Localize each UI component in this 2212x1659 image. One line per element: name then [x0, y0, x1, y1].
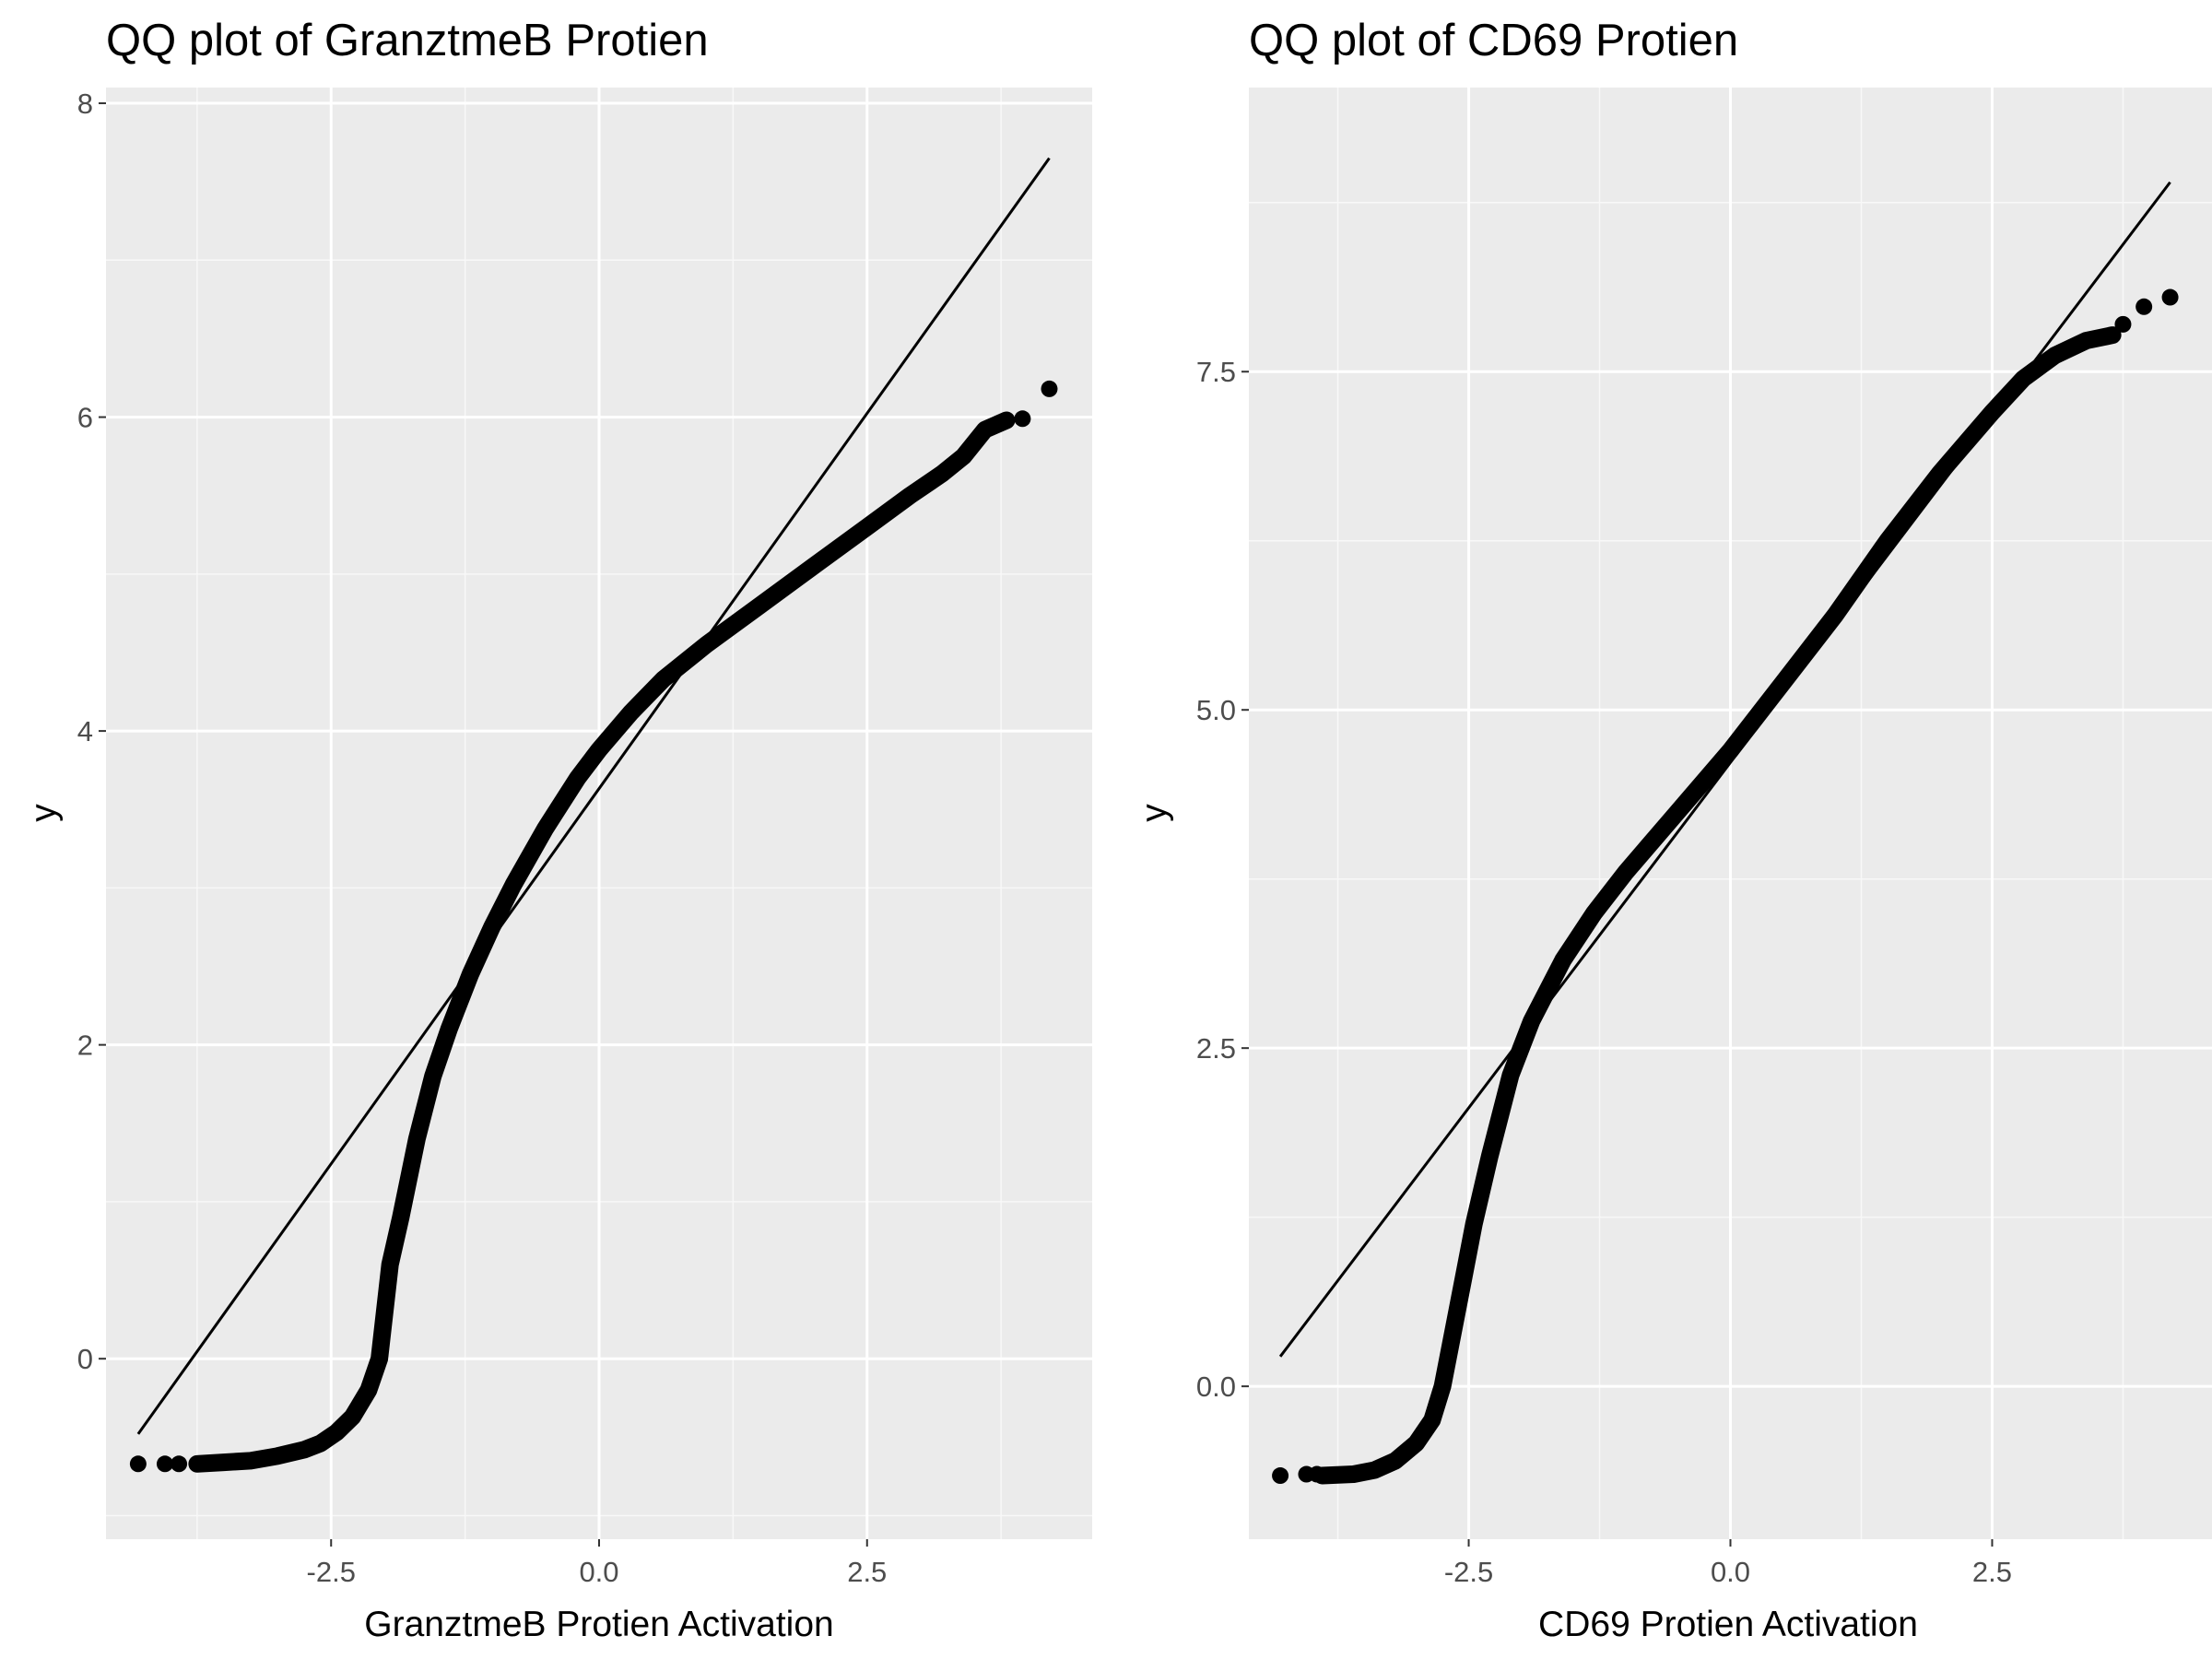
y-tick-label: 2.5	[1196, 1032, 1236, 1065]
qq-point	[2161, 288, 2179, 306]
axes	[1241, 371, 1994, 1547]
qq-point	[1308, 1465, 1325, 1483]
y-tick-label: 7.5	[1196, 356, 1236, 388]
reference-lines	[136, 157, 1051, 1435]
qq-point	[1272, 1467, 1289, 1485]
qq-point	[156, 1455, 173, 1473]
y-tick-label: 2	[77, 1030, 93, 1062]
qq-points	[1272, 288, 2179, 1485]
x-axis-label: CD69 Protien Activation	[1538, 1605, 1918, 1644]
x-axis-label: GranztmeB Protien Activation	[364, 1605, 833, 1644]
qq-point	[1041, 380, 1058, 397]
qq-point	[2114, 315, 2132, 333]
qq-point	[171, 1455, 188, 1473]
qq-point	[129, 1455, 147, 1473]
grid-lines	[1249, 88, 2212, 1539]
x-tick-label: 0.0	[1711, 1556, 1750, 1588]
y-tick-label: 5.0	[1196, 694, 1236, 726]
qq-point-band	[1313, 326, 2122, 1485]
x-tick-label: -2.5	[307, 1556, 356, 1588]
y-tick-label: 0	[77, 1343, 93, 1375]
chart-title: QQ plot of CD69 Protien	[1249, 16, 1738, 65]
chart-title: QQ plot of GranztmeB Protien	[106, 16, 709, 65]
x-tick-label: 0.0	[579, 1556, 618, 1588]
qq-points	[129, 380, 1058, 1473]
y-tick-label: 0.0	[1196, 1371, 1236, 1403]
qq-reference-line	[136, 157, 1051, 1435]
x-tick-label: 2.5	[1972, 1556, 2012, 1588]
qq-point	[1014, 410, 1031, 428]
qq-point-band	[188, 411, 1016, 1473]
y-tick-label: 6	[77, 402, 93, 434]
qq-point	[2136, 298, 2153, 315]
grid-lines	[106, 88, 1092, 1539]
tick-labels: -2.5 0.0 2.5 0.0 2.5 5.0 7.5	[1196, 356, 2012, 1588]
x-tick-label: -2.5	[1444, 1556, 1493, 1588]
y-tick-label: 8	[77, 88, 93, 120]
y-axis-label: y	[24, 804, 64, 822]
axes	[99, 102, 868, 1547]
tick-labels: -2.5 0.0 2.5 0 2 4 6 8	[77, 88, 888, 1588]
x-tick-label: 2.5	[847, 1556, 887, 1588]
y-tick-label: 4	[77, 715, 93, 747]
y-axis-label: y	[1135, 804, 1174, 822]
panel-cd69: QQ plot of CD69 Protien -2.5 0.0 2.5 0.0 2.5…	[1135, 16, 2212, 1644]
panel-granzyme-b: QQ plot of GranztmeB Protien -2.5 0.0 2.5 0…	[24, 16, 1092, 1644]
